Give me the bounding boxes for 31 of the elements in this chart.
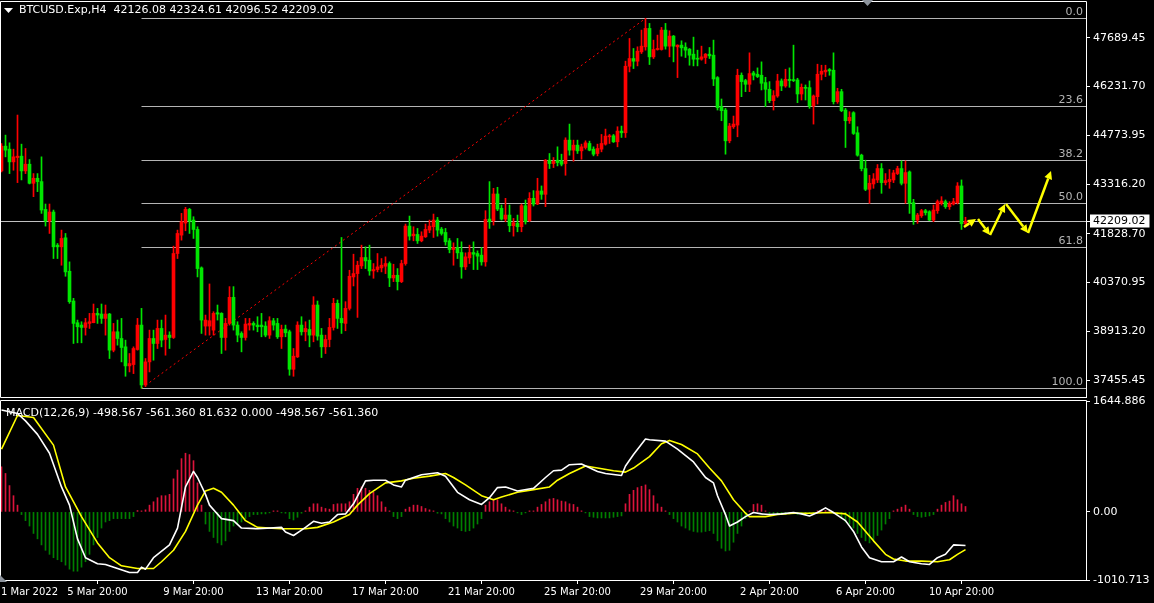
- x-tick-label: 5 Mar 20:00: [67, 585, 128, 597]
- annotation: 50.0: [1058, 189, 1083, 203]
- y-tick-label: 47689.45: [1093, 30, 1146, 44]
- y-tick-label: 1644.886: [1093, 393, 1146, 407]
- x-tick-label: 9 Mar 20:00: [163, 585, 224, 597]
- x-tick-label: 13 Mar 20:00: [256, 585, 323, 597]
- text: 1 Mar 2022: [1, 585, 59, 597]
- y-tick-label: 40370.95: [1093, 275, 1146, 289]
- x-tick-label: 6 Apr 20:00: [836, 585, 895, 597]
- text: MACD(12,26,9) -498.567 -561.360 81.632 0.000 -498.567 -561.360: [6, 406, 379, 419]
- x-tick-label: 29 Mar 20:00: [640, 585, 707, 597]
- x-tick-label: 21 Mar 20:00: [448, 585, 515, 597]
- y-tick-label: 0.00: [1093, 504, 1118, 518]
- y-tick-label: 41828.70: [1093, 226, 1146, 240]
- x-tick-label: 25 Mar 20:00: [544, 585, 611, 597]
- y-tick-label: 43316.20: [1093, 176, 1146, 190]
- x-tick-label: 17 Mar 20:00: [352, 585, 419, 597]
- y-tick-label: 46231.70: [1093, 79, 1146, 93]
- y-tick-label: -1010.713: [1093, 572, 1150, 586]
- y-tick-label: 42209.02: [1093, 213, 1146, 227]
- y-tick-label: 44773.95: [1093, 128, 1146, 142]
- annotation: 23.6: [1058, 92, 1083, 106]
- annotation: 0.0: [1065, 4, 1083, 18]
- x-tick-label: 10 Apr 20:00: [928, 585, 995, 597]
- chart-title: BTCUSD.Exp,H4 42126.08 42324.61 42096.52 42209.02: [19, 3, 334, 16]
- x-tick-label: 2 Apr 20:00: [740, 585, 799, 597]
- y-tick-label: 38913.20: [1093, 324, 1146, 338]
- annotation: 38.2: [1058, 146, 1083, 160]
- annotation: 100.0: [1051, 374, 1083, 388]
- y-tick-label: 37455.45: [1093, 372, 1146, 386]
- annotation: 61.8: [1058, 233, 1083, 247]
